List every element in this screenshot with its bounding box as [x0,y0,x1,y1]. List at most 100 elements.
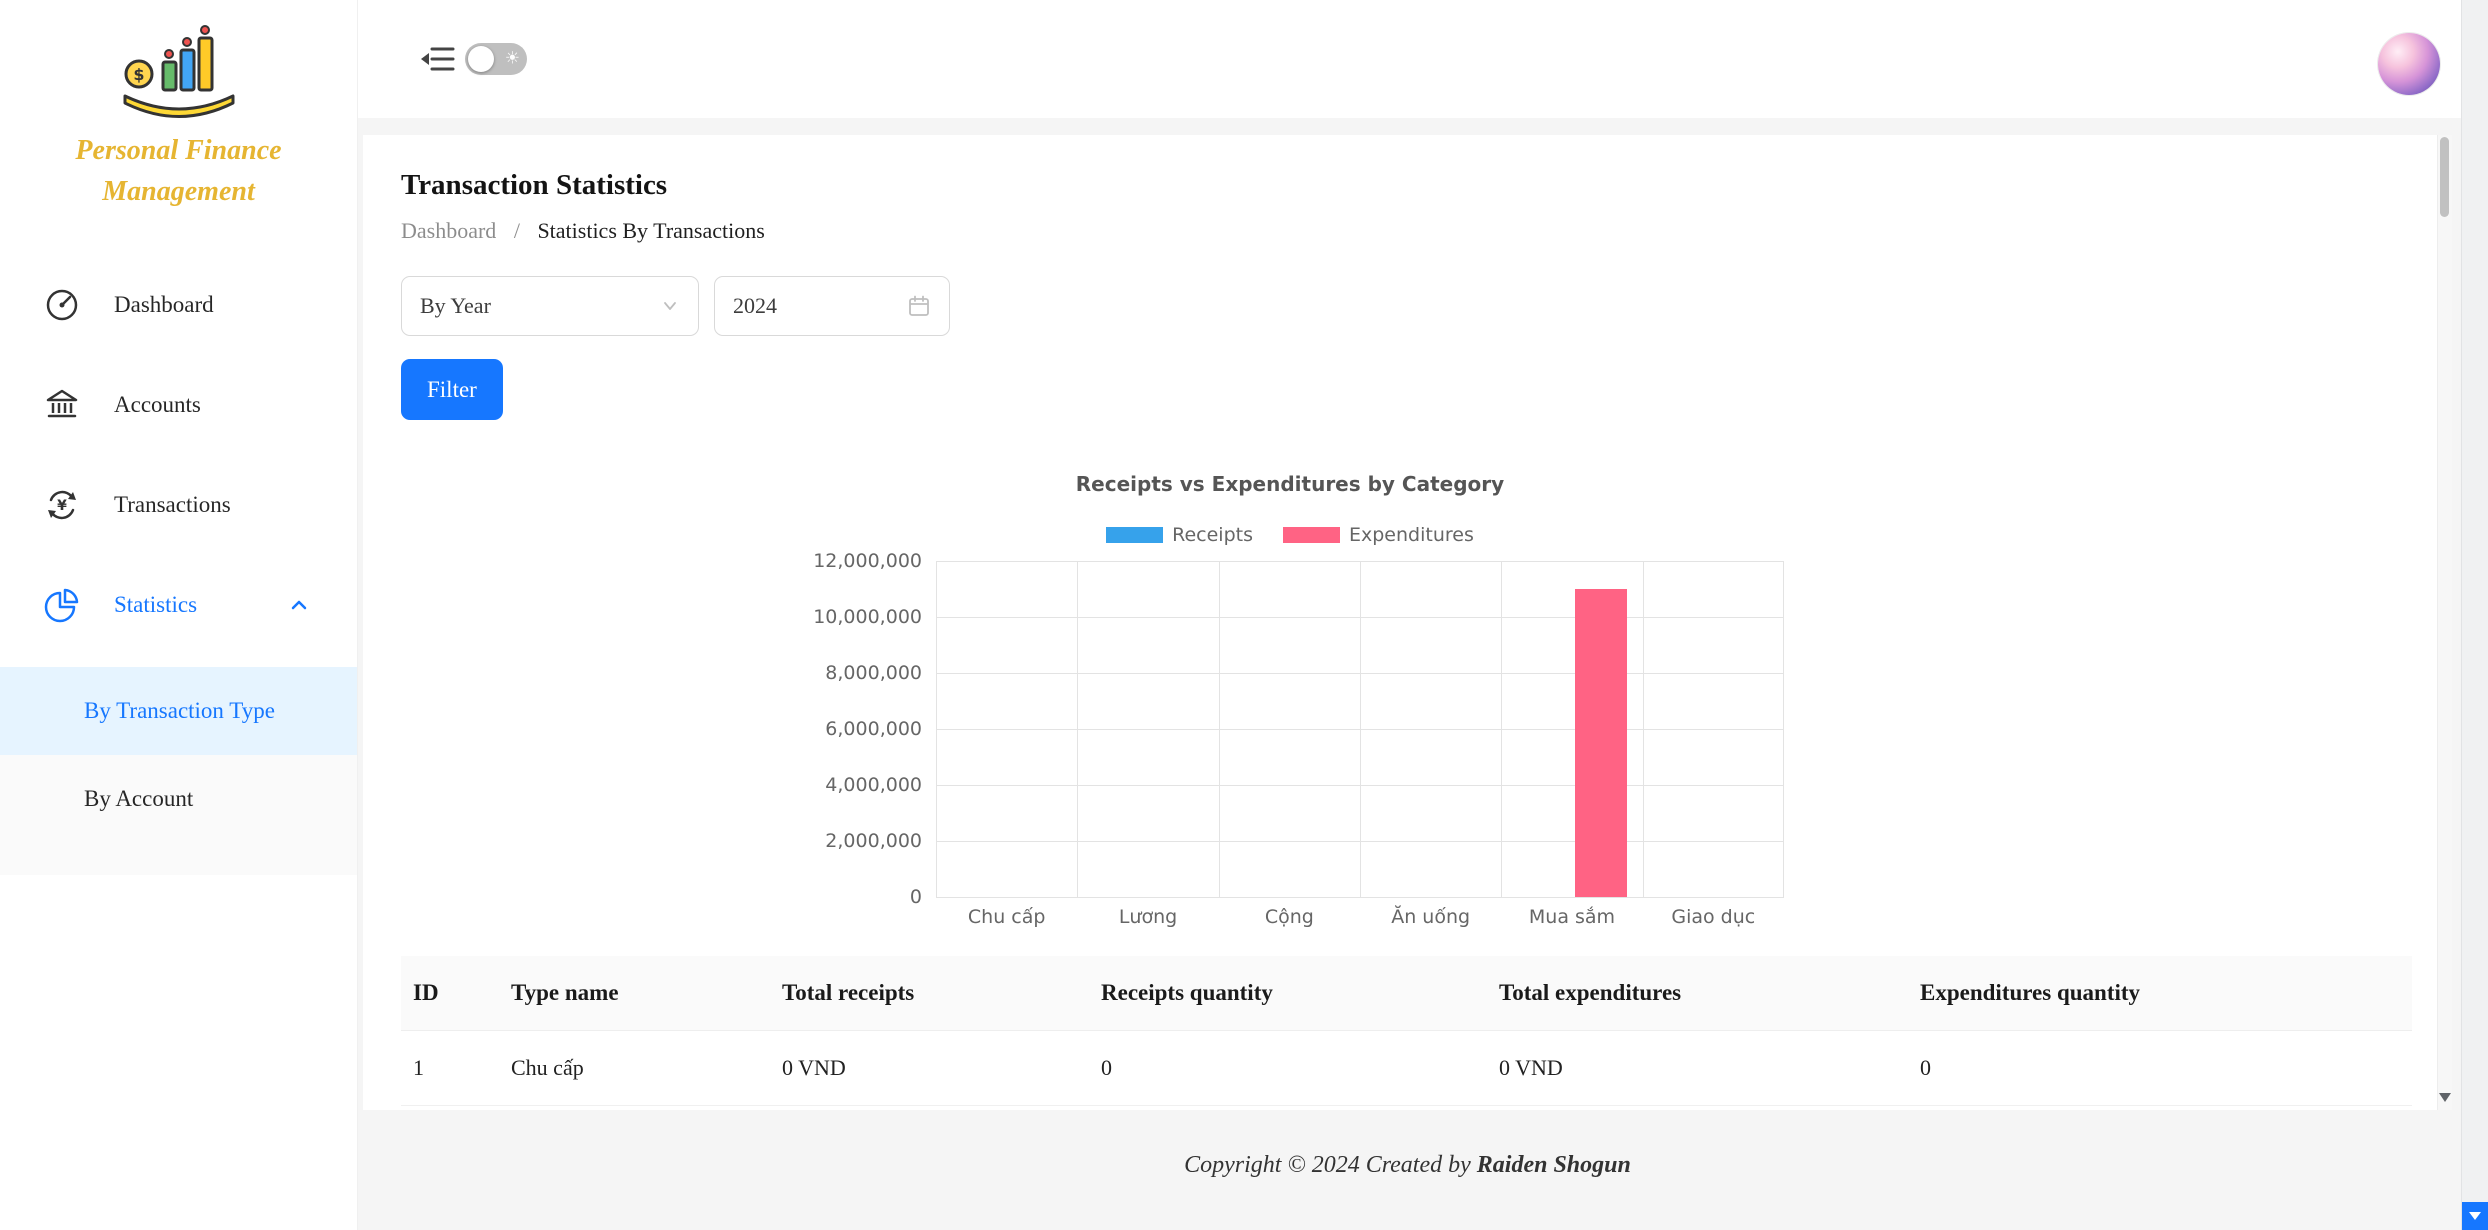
table-header-receipts-quantity: Receipts quantity [1089,956,1487,1031]
gridline-vertical [1218,561,1220,897]
sidebar-item-transactions[interactable]: ¥ Transactions [0,455,357,555]
table-header-total-receipts: Total receipts [770,956,1089,1031]
page-scrollbar[interactable] [2461,0,2488,1230]
gridline-vertical [1360,561,1361,897]
submenu-item-label: By Transaction Type [84,698,275,724]
x-axis-category-label: Lương [1118,906,1178,928]
breadcrumb: Dashboard / Statistics By Transactions [401,218,2412,244]
period-select[interactable]: By Year [401,276,699,336]
statistics-submenu: By Transaction Type By Account [0,667,357,876]
y-axis-tick-label: 2,000,000 [825,830,922,852]
gridline-vertical [1642,561,1644,897]
table-header-row: ID Type name Total receipts Receipts quanti… [401,956,2412,1031]
bar-group-5 [1643,561,1784,897]
chevron-down-icon [664,302,676,310]
svg-text:¥: ¥ [57,498,67,514]
y-axis-tick-label: 6,000,000 [825,718,922,740]
gridline-horizontal [936,897,1784,898]
filter-controls: By Year 2024 [401,276,2412,336]
legend-label: Expenditures [1349,524,1474,546]
y-axis-tick-label: 10,000,000 [813,606,922,628]
logo: $ Personal Finance Management [0,0,357,212]
page-title: Transaction Statistics [401,169,668,201]
panel-scroll-down-arrow-icon[interactable] [2439,1093,2451,1102]
toggle-knob [468,46,494,72]
chart-plot-area [936,561,1784,898]
chevron-up-icon [287,593,311,617]
chart-legend: Receipts Expenditures [796,524,1784,546]
user-avatar[interactable] [2378,33,2440,95]
calendar-icon [909,295,929,316]
chart: Receipts vs Expenditures by Category Rec… [796,472,1784,928]
sidebar-collapse-button[interactable] [419,43,455,75]
bar-group-2 [1219,561,1360,897]
sidebar-item-by-account[interactable]: By Account [0,755,357,843]
legend-label: Receipts [1172,524,1253,546]
submenu-item-label: By Account [84,786,194,812]
menu-fold-icon [421,47,455,71]
sidebar-item-label: Dashboard [114,292,214,318]
svg-text:$: $ [133,65,144,84]
sidebar-item-statistics[interactable]: Statistics [0,555,357,655]
sidebar-item-label: Accounts [114,392,201,418]
year-picker-input[interactable]: 2024 [714,276,950,336]
logo-title: Personal Finance Management [0,131,357,212]
bar-group-3 [1360,561,1501,897]
sidebar-item-by-transaction-type[interactable]: By Transaction Type [0,667,357,756]
gridline-vertical [1501,561,1503,897]
breadcrumb-dashboard[interactable]: Dashboard [401,218,497,243]
filter-button[interactable]: Filter [401,359,503,420]
bank-icon [44,387,80,423]
pie-chart-icon [44,587,80,623]
copyright-text: Copyright © 2024 Created by [1184,1152,1477,1178]
top-header: ☀ [357,0,2488,118]
legend-item-receipts[interactable]: Receipts [1106,524,1253,546]
sidebar-item-accounts[interactable]: Accounts [0,355,357,455]
bar-group-0 [936,561,1077,897]
sidebar-item-label: Statistics [114,592,198,618]
sun-icon: ☀ [504,48,520,69]
legend-swatch-expenditures [1283,527,1340,543]
theme-toggle[interactable]: ☀ [465,43,527,75]
logo-image: $ [123,25,234,118]
table-header-type-name: Type name [499,956,770,1031]
page-scroll-down-button[interactable] [2462,1202,2488,1230]
y-axis-tick-label: 0 [909,886,922,908]
table-cell: 0 [1089,1030,1487,1106]
legend-swatch-receipts [1106,527,1164,543]
gridline-vertical [1077,561,1079,897]
x-axis-category-label: Cộng [1264,906,1314,928]
sidebar: $ Personal Finance Management [0,0,358,1230]
panel-scrollbar[interactable] [2437,135,2452,1110]
table-header-id: ID [401,956,499,1031]
gridline-vertical [936,561,937,897]
sidebar-item-label: Transactions [114,492,231,518]
sidebar-item-dashboard[interactable]: Dashboard [0,255,357,355]
chart-y-axis: 0 2,000,000 4,000,000 6,000,000 8,000,000 10,… [796,550,936,908]
x-axis-category-label: Mua sắm [1528,906,1616,928]
copyright-author: Raiden Shogun [1476,1152,1631,1178]
currency-exchange-icon: ¥ [44,487,80,523]
dashboard-gauge-icon [44,287,80,323]
period-select-value: By Year [420,293,491,318]
bar-group-4 [1501,561,1642,897]
table-cell: 0 VND [1487,1030,1908,1106]
chart-body: 0 2,000,000 4,000,000 6,000,000 8,000,000 10,… [796,550,1784,908]
panel-scrollbar-thumb[interactable] [2440,137,2449,217]
year-picker-value: 2024 [733,293,777,318]
table-cell: 1 [401,1030,499,1106]
chart-title: Receipts vs Expenditures by Category [1075,472,1505,496]
logo-title-line2: Management [102,175,255,207]
table-header-total-expenditures: Total expenditures [1487,956,1908,1031]
y-axis-tick-label: 8,000,000 [825,662,922,684]
x-axis-category-label: Ăn uống [1391,906,1471,928]
table-cell: 0 [1908,1030,2412,1106]
down-arrow-icon [2469,1212,2481,1220]
legend-item-expenditures[interactable]: Expenditures [1283,524,1474,546]
bar-group-1 [1077,561,1218,897]
content-panel: Transaction Statistics Dashboard / Stati… [363,135,2452,1110]
y-axis-tick-label: 12,000,000 [813,550,922,572]
table-row: 1 Chu cấp 0 VND 0 0 VND 0 [401,1030,2412,1106]
x-axis-category-label: Giao dục [1671,906,1756,928]
